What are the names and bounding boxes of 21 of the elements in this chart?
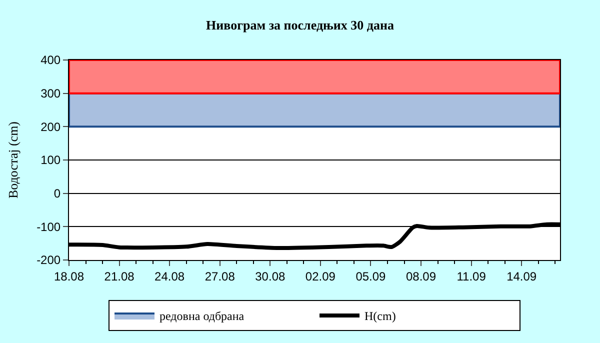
x-tick-label: 08.09 <box>406 269 436 284</box>
x-tick-label: 21.08 <box>104 269 135 284</box>
y-tick-label: 400 <box>40 53 61 68</box>
y-tick-label: 300 <box>40 86 61 101</box>
x-tick-label: 05.09 <box>356 269 386 284</box>
x-tick-label: 14.09 <box>506 269 537 284</box>
y-tick-label: -100 <box>36 220 61 234</box>
x-tick-label: 24.08 <box>154 269 185 284</box>
y-tick-label: -200 <box>36 253 61 268</box>
x-tick-label: 30.08 <box>255 269 286 284</box>
y-tick-label: 200 <box>40 120 61 134</box>
legend-label: H(cm) <box>364 309 396 324</box>
x-tick-label: 27.08 <box>204 269 236 284</box>
y-axis-title: Водостај (cm) <box>6 121 21 199</box>
x-tick-label: 11.09 <box>456 269 486 284</box>
legend-label: редовна одбрана <box>160 309 245 324</box>
y-tick-label: 0 <box>54 186 61 201</box>
x-tick-label: 02.09 <box>305 269 336 284</box>
chart-title: Нивограм за последњих 30 дана <box>206 18 394 33</box>
x-tick-label: 18.08 <box>54 269 84 284</box>
y-tick-label: 100 <box>40 153 61 168</box>
